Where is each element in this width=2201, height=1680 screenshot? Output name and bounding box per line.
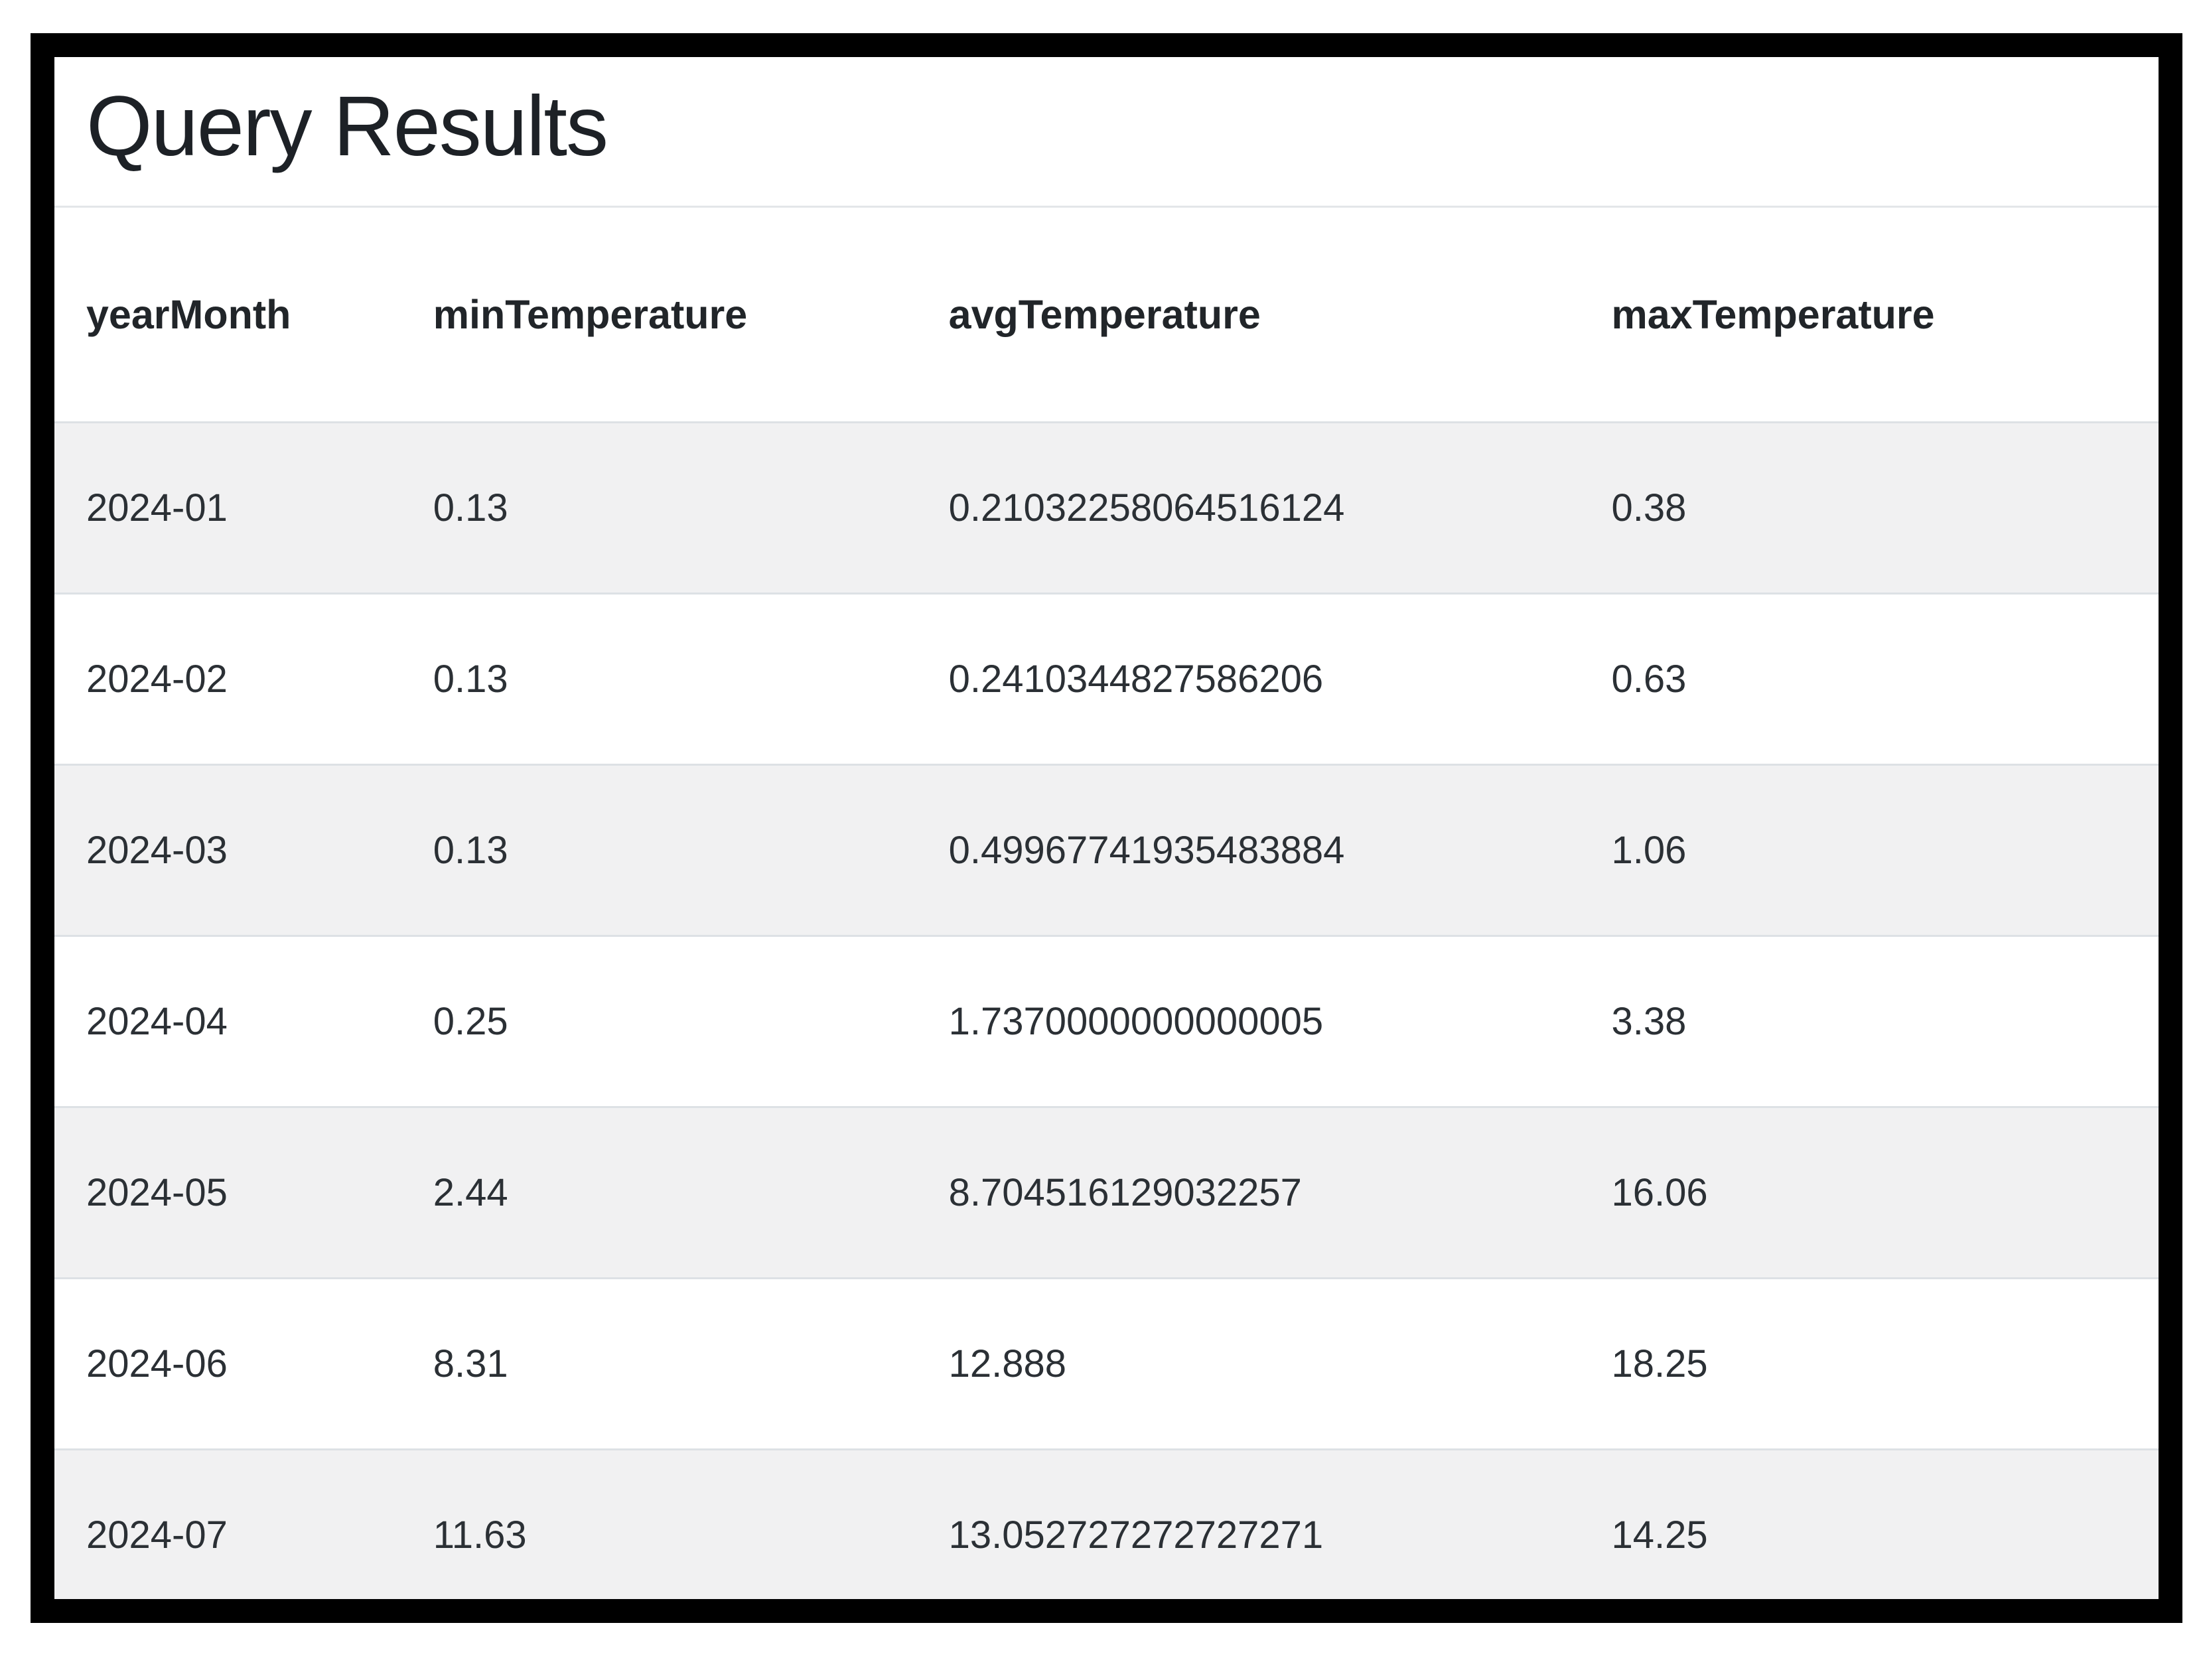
table-body: 2024-01 0.13 0.21032258064516124 0.38 2024-0…	[54, 422, 2159, 1599]
cell-minTemperature: 0.13	[433, 486, 508, 529]
column-header-minTemperature: minTemperature	[433, 291, 748, 337]
table-row: 2024-07 11.63 13.052727272727271 14.25	[54, 1449, 2159, 1599]
cell-maxTemperature: 16.06	[1611, 1170, 1708, 1214]
table-row: 2024-01 0.13 0.21032258064516124 0.38	[54, 422, 2159, 594]
cell-maxTemperature: 0.38	[1611, 486, 1687, 529]
cell-minTemperature: 0.25	[433, 999, 508, 1043]
cell-avgTemperature: 8.704516129032257	[948, 1170, 1302, 1214]
cell-minTemperature: 0.13	[433, 657, 508, 701]
cell-maxTemperature: 0.63	[1611, 657, 1687, 701]
table-row: 2024-06 8.31 12.888 18.25	[54, 1278, 2159, 1449]
column-header-maxTemperature: maxTemperature	[1611, 291, 1935, 337]
title-bar: Query Results	[54, 57, 2159, 208]
cell-avgTemperature: 0.2410344827586206	[948, 657, 1324, 701]
page-title: Query Results	[86, 79, 608, 174]
cell-yearMonth: 2024-01	[86, 486, 228, 529]
cell-minTemperature: 8.31	[433, 1342, 508, 1385]
cell-yearMonth: 2024-02	[86, 657, 228, 701]
table-row: 2024-03 0.13 0.49967741935483884 1.06	[54, 764, 2159, 936]
cell-avgTemperature: 13.052727272727271	[948, 1513, 1324, 1557]
cell-avgTemperature: 0.21032258064516124	[948, 486, 1345, 529]
cell-yearMonth: 2024-03	[86, 828, 228, 872]
column-header-yearMonth: yearMonth	[86, 291, 291, 337]
query-results-panel: Query Results yearMonth minTemperature a…	[31, 33, 2182, 1623]
cell-yearMonth: 2024-04	[86, 999, 228, 1043]
cell-avgTemperature: 0.49967741935483884	[948, 828, 1345, 872]
table-row: 2024-02 0.13 0.2410344827586206 0.63	[54, 593, 2159, 764]
cell-avgTemperature: 1.7370000000000005	[948, 999, 1324, 1043]
cell-maxTemperature: 3.38	[1611, 999, 1687, 1043]
header-row: yearMonth minTemperature avgTemperature …	[54, 208, 2159, 423]
table-row: 2024-04 0.25 1.7370000000000005 3.38	[54, 936, 2159, 1107]
cell-minTemperature: 11.63	[433, 1513, 527, 1557]
column-header-avgTemperature: avgTemperature	[948, 291, 1261, 337]
query-results-table: yearMonth minTemperature avgTemperature …	[54, 208, 2159, 1599]
table-header: yearMonth minTemperature avgTemperature …	[54, 208, 2159, 423]
cell-yearMonth: 2024-05	[86, 1170, 228, 1214]
cell-yearMonth: 2024-06	[86, 1342, 228, 1385]
cell-avgTemperature: 12.888	[948, 1342, 1067, 1385]
cell-yearMonth: 2024-07	[86, 1513, 228, 1557]
table-row: 2024-05 2.44 8.704516129032257 16.06	[54, 1107, 2159, 1279]
cell-minTemperature: 2.44	[433, 1170, 508, 1214]
cell-minTemperature: 0.13	[433, 828, 508, 872]
cell-maxTemperature: 18.25	[1611, 1342, 1708, 1385]
cell-maxTemperature: 14.25	[1611, 1513, 1708, 1557]
cell-maxTemperature: 1.06	[1611, 828, 1687, 872]
